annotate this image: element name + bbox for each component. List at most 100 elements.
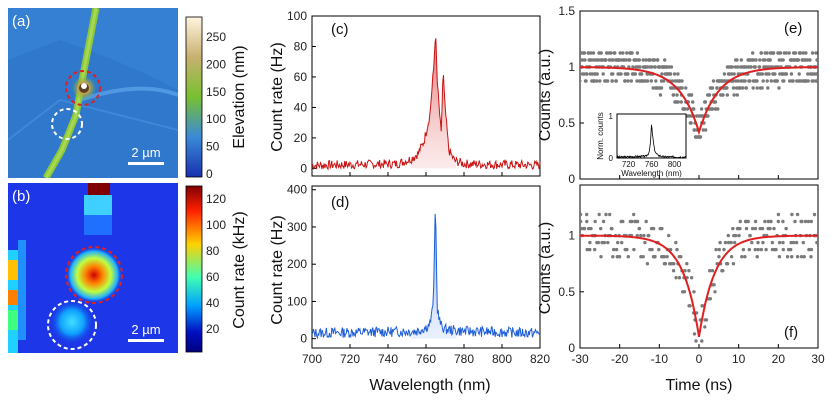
data-point: [707, 93, 712, 97]
data-point: [649, 79, 653, 83]
data-point: [680, 79, 684, 83]
data-point: [683, 269, 687, 273]
data-point: [582, 51, 587, 55]
data-point: [753, 226, 758, 231]
data-point: [658, 65, 662, 69]
data-point: [740, 86, 745, 90]
data-point: [585, 219, 589, 224]
data-point: [741, 247, 746, 252]
data-point: [746, 219, 750, 224]
data-point: [641, 58, 645, 62]
data-point: [660, 226, 664, 231]
colorbar-b: [185, 185, 203, 353]
data-point: [630, 51, 634, 55]
data-point: [644, 58, 648, 62]
data-point: [635, 233, 639, 238]
data-point: [653, 65, 657, 69]
data-point: [583, 58, 587, 62]
data-point: [767, 72, 771, 76]
data-point: [812, 212, 817, 217]
data-point: [632, 212, 636, 217]
data-point: [750, 226, 755, 231]
colorbar-tick-label: 50: [206, 140, 220, 154]
data-point: [768, 58, 772, 62]
data-point: [669, 65, 674, 69]
data-point: [638, 65, 642, 69]
data-point: [610, 226, 614, 231]
data-point: [781, 247, 785, 252]
data-point: [748, 79, 752, 83]
data-point: [789, 240, 793, 245]
panel-label-e: (e): [784, 20, 802, 37]
data-point: [740, 255, 744, 259]
y-tick-label: 100: [287, 9, 307, 23]
data-point: [623, 79, 627, 83]
data-point: [778, 51, 783, 55]
panel-b: 2 µm (b) 120 100 80 60 40 20 Count rate (kHz): [8, 183, 248, 353]
data-point: [667, 65, 671, 69]
data-point: [743, 79, 747, 83]
data-point: [757, 65, 762, 69]
y-tick-label: 1.5: [558, 4, 575, 18]
data-point: [771, 51, 776, 55]
data-point: [653, 255, 657, 259]
data-point: [775, 79, 779, 83]
data-point: [663, 58, 667, 62]
colorbar-tick-label: 100: [206, 218, 226, 232]
data-point: [755, 255, 759, 259]
data-point: [815, 79, 818, 83]
data-point: [593, 247, 597, 252]
data-point: [755, 79, 759, 83]
data-point: [645, 262, 650, 266]
data-point: [789, 247, 793, 252]
y-tick-label: 400: [287, 183, 307, 197]
data-point: [605, 79, 610, 83]
data-point: [762, 65, 766, 69]
data-point: [632, 247, 636, 252]
data-point: [699, 107, 704, 111]
x-tick-label: 30: [811, 352, 825, 366]
data-point: [774, 247, 778, 252]
data-point: [596, 58, 601, 62]
data-point: [803, 219, 808, 224]
data-point: [815, 58, 818, 62]
x-tick-label: 20: [772, 352, 786, 366]
data-point: [784, 72, 789, 76]
y-tick-label: 300: [287, 220, 307, 234]
data-point: [782, 79, 786, 83]
data-point: [768, 226, 772, 231]
colorbar-tick-label: 250: [206, 30, 226, 44]
scale-bar: [128, 339, 164, 342]
data-point: [657, 247, 661, 252]
data-point: [810, 51, 815, 55]
data-point: [675, 93, 679, 97]
data-point: [713, 290, 717, 294]
data-point: [797, 72, 801, 76]
data-point: [602, 240, 607, 245]
data-point: [793, 219, 797, 224]
data-point: [806, 72, 810, 76]
data-point: [763, 219, 767, 224]
data-point: [599, 255, 603, 259]
data-point: [815, 240, 818, 245]
data-point: [777, 255, 782, 259]
data-point: [795, 255, 800, 259]
data-point: [619, 72, 623, 76]
data-point: [595, 72, 599, 76]
data-point: [621, 51, 625, 55]
data-point: [630, 219, 634, 224]
colorbar-tick-label: 100: [206, 112, 226, 126]
data-point: [700, 339, 704, 343]
data-point: [753, 65, 757, 69]
data-point: [606, 240, 610, 245]
data-point: [670, 79, 675, 83]
data-point: [610, 79, 614, 83]
data-point: [609, 51, 613, 55]
data-point: [591, 51, 596, 55]
data-point: [614, 247, 619, 252]
data-point: [599, 226, 603, 231]
data-point: [714, 247, 718, 252]
emitter-circle-white: [47, 300, 97, 350]
data-point: [763, 58, 767, 62]
